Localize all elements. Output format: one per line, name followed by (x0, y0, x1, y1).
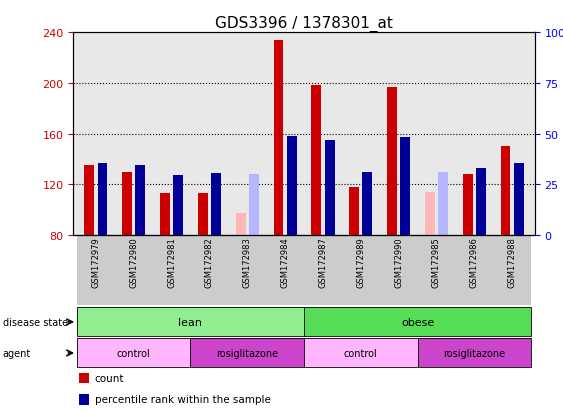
Bar (236, 214, 245, 235)
Bar (135, 166, 145, 235)
Bar (122, 172, 132, 235)
Bar (400, 138, 410, 235)
Text: lean: lean (178, 317, 203, 327)
Text: control: control (117, 348, 151, 358)
Text: agent: agent (3, 348, 31, 358)
Bar (387, 88, 397, 235)
Bar (514, 163, 524, 235)
Bar (438, 172, 448, 235)
Bar (501, 147, 511, 235)
Bar (325, 140, 334, 235)
Text: disease state: disease state (3, 317, 68, 327)
Bar (311, 86, 321, 235)
Bar (274, 40, 283, 235)
Bar (173, 176, 183, 235)
Bar (463, 175, 473, 235)
Text: percentile rank within the sample: percentile rank within the sample (95, 394, 270, 404)
Bar (363, 172, 372, 235)
Text: control: control (344, 348, 378, 358)
Bar (84, 166, 94, 235)
Bar (476, 169, 486, 235)
Text: obese: obese (401, 317, 434, 327)
Text: rosiglitazone: rosiglitazone (443, 348, 506, 358)
Bar (249, 175, 259, 235)
Bar (198, 194, 208, 235)
Bar (287, 137, 297, 235)
Bar (97, 163, 108, 235)
Bar (425, 192, 435, 235)
Bar (349, 188, 359, 235)
Bar (211, 173, 221, 235)
Text: count: count (95, 373, 124, 383)
Bar (160, 194, 170, 235)
Text: rosiglitazone: rosiglitazone (216, 348, 278, 358)
Title: GDS3396 / 1378301_at: GDS3396 / 1378301_at (215, 16, 393, 32)
